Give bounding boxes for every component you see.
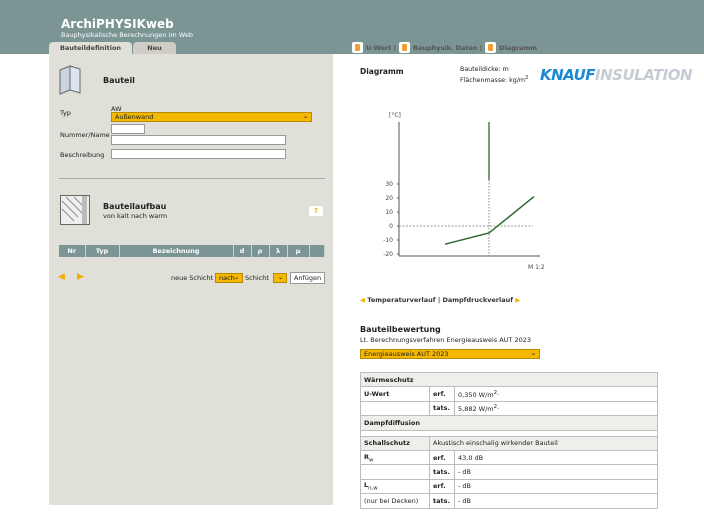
layer-structure-icon xyxy=(60,195,90,225)
typ-label: Typ xyxy=(60,109,71,117)
typ-code: AW xyxy=(111,105,122,113)
y-tick-label: -20 xyxy=(383,251,393,258)
arrow-right-icon[interactable]: ▶ xyxy=(77,272,84,282)
rw-tats-value: - dB xyxy=(454,464,658,480)
chevron-down-icon: ⌄ xyxy=(277,274,283,281)
u-tats-value: 5,882 W/m2· xyxy=(454,400,658,417)
col-lambda[interactable]: λ xyxy=(269,245,288,257)
diagram-nav: ◀ Temperaturverlauf | Dampfdruckverlauf … xyxy=(360,296,520,304)
document-icon[interactable] xyxy=(485,42,497,53)
tats-label: tats. xyxy=(433,404,450,413)
typ-select[interactable]: Außenwand ⌄ xyxy=(111,112,312,122)
nav-u-wert[interactable]: U-Wert | xyxy=(366,43,396,52)
separator: | xyxy=(437,296,441,304)
anfuegen-button[interactable]: Anfügen xyxy=(290,272,325,284)
temperature-line xyxy=(444,196,535,245)
col-nr[interactable]: Nr xyxy=(59,245,86,257)
rw-label: Rw xyxy=(360,449,430,466)
col-bezeichnung[interactable]: Bezeichnung xyxy=(119,245,234,257)
ln-label: Ln,w xyxy=(360,478,430,495)
temperature-chart: [°C] 30 20 10 0 -10 -20 M 1:2 xyxy=(383,112,545,271)
waermeschutz-header: Wärmeschutz xyxy=(360,371,658,388)
arrow-right-icon[interactable]: ▶ xyxy=(515,296,521,304)
knauf-logo: KNAUFINSULATION xyxy=(540,66,693,84)
name-input[interactable] xyxy=(111,135,286,145)
position-select[interactable]: nach ⌄ xyxy=(215,273,243,283)
u-wert-label: U-Wert xyxy=(364,390,390,399)
bewertung-subheading: Lt. Berechnungsverfahren Energieausweis … xyxy=(360,336,532,344)
aufbau-heading: Bauteilaufbau xyxy=(103,202,167,211)
y-tick-label: 10 xyxy=(385,209,393,216)
nav-diagramm[interactable]: Diagramm xyxy=(499,43,537,52)
document-icon[interactable] xyxy=(398,42,410,53)
nav-bauphysik-daten[interactable]: Bauphysik. Daten | xyxy=(412,43,483,52)
top-nav: U-Wert | Bauphysik. Daten | Diagramm xyxy=(352,42,537,53)
chevron-down-icon: ⌄ xyxy=(233,274,239,281)
y-tick-label: -10 xyxy=(383,237,393,244)
neue-schicht-label: neue Schicht xyxy=(171,274,214,282)
aufbau-subheading: von kalt nach warm xyxy=(103,212,168,220)
tab-bauteildefinition[interactable]: Bauteildefinition xyxy=(49,42,132,55)
chevron-down-icon: ⌄ xyxy=(530,350,536,357)
ln-tats-value: - dB xyxy=(454,493,658,509)
nummer-label: Nummer/Name xyxy=(60,131,110,139)
diagram-heading: Diagramm xyxy=(360,67,404,76)
bauteildicke: Bauteildicke: m xyxy=(460,66,509,73)
verfahren-select[interactable]: Energieausweis AUT 2023 ⌄ xyxy=(360,349,540,359)
help-button[interactable]: ? xyxy=(309,206,323,216)
flaechenmasse: Flächenmasse: kg/m2 xyxy=(460,75,529,85)
schicht-label: Schicht xyxy=(245,274,269,282)
app-subtitle: Bauphysikalische Berechnungen im Web xyxy=(61,31,193,39)
document-icon[interactable] xyxy=(352,42,363,53)
arrow-left-icon[interactable]: ◀ xyxy=(58,272,65,282)
beschreibung-input[interactable] xyxy=(111,149,286,159)
schicht-select[interactable]: ⌄ xyxy=(273,273,287,283)
schallschutz-header: Schallschutz xyxy=(360,435,430,451)
wall-icon xyxy=(59,65,81,95)
typ-value: Außenwand xyxy=(115,113,154,121)
dampfdiffusion-header: Dampfdiffusion xyxy=(360,415,658,431)
ln-note: (nur bei Decken) xyxy=(360,493,430,509)
erf-label: erf. xyxy=(433,390,446,399)
col-typ[interactable]: Typ xyxy=(85,245,120,257)
evaluation-table: Wärmeschutz U-Wert erf. 0,350 W/m2· tats. 5… xyxy=(360,371,658,509)
verfahren-value: Energieausweis AUT 2023 xyxy=(364,350,449,358)
bewertung-heading: Bauteilbewertung xyxy=(360,325,441,334)
y-axis-label: [°C] xyxy=(389,112,401,119)
position-value: nach xyxy=(219,274,235,282)
dampfdruckverlauf-link[interactable]: Dampfdruckverlauf xyxy=(442,296,514,304)
schall-note: Akustisch einschalig wirkender Bauteil xyxy=(429,435,658,451)
nummer-input[interactable] xyxy=(111,124,145,134)
y-tick-label: 30 xyxy=(385,181,393,188)
beschreibung-label: Beschreibung xyxy=(60,151,105,159)
chevron-down-icon: ⌄ xyxy=(302,113,308,120)
arrow-left-icon[interactable]: ◀ xyxy=(360,296,365,304)
rw-erf-value: 43,0 dB xyxy=(454,449,658,466)
app-title: ArchiPHYSIKweb xyxy=(61,17,174,31)
col-rho[interactable]: ρ xyxy=(251,245,270,257)
bauteil-heading: Bauteil xyxy=(103,76,135,85)
tab-neu[interactable]: Neu xyxy=(133,42,176,55)
col-mu[interactable]: μ xyxy=(287,245,310,257)
y-tick-label: 0 xyxy=(389,223,393,230)
layer-table-header: Nr Typ Bezeichnung d ρ λ μ xyxy=(59,245,325,257)
temperaturverlauf-link[interactable]: Temperaturverlauf xyxy=(367,296,436,304)
divider xyxy=(59,178,325,179)
scale-label: M 1:2 xyxy=(528,264,545,271)
col-empty xyxy=(309,245,325,257)
ln-erf-value: - dB xyxy=(454,478,658,495)
y-tick-label: 20 xyxy=(385,195,393,202)
u-erf-value: 0,350 W/m2· xyxy=(454,386,658,402)
col-d[interactable]: d xyxy=(233,245,252,257)
